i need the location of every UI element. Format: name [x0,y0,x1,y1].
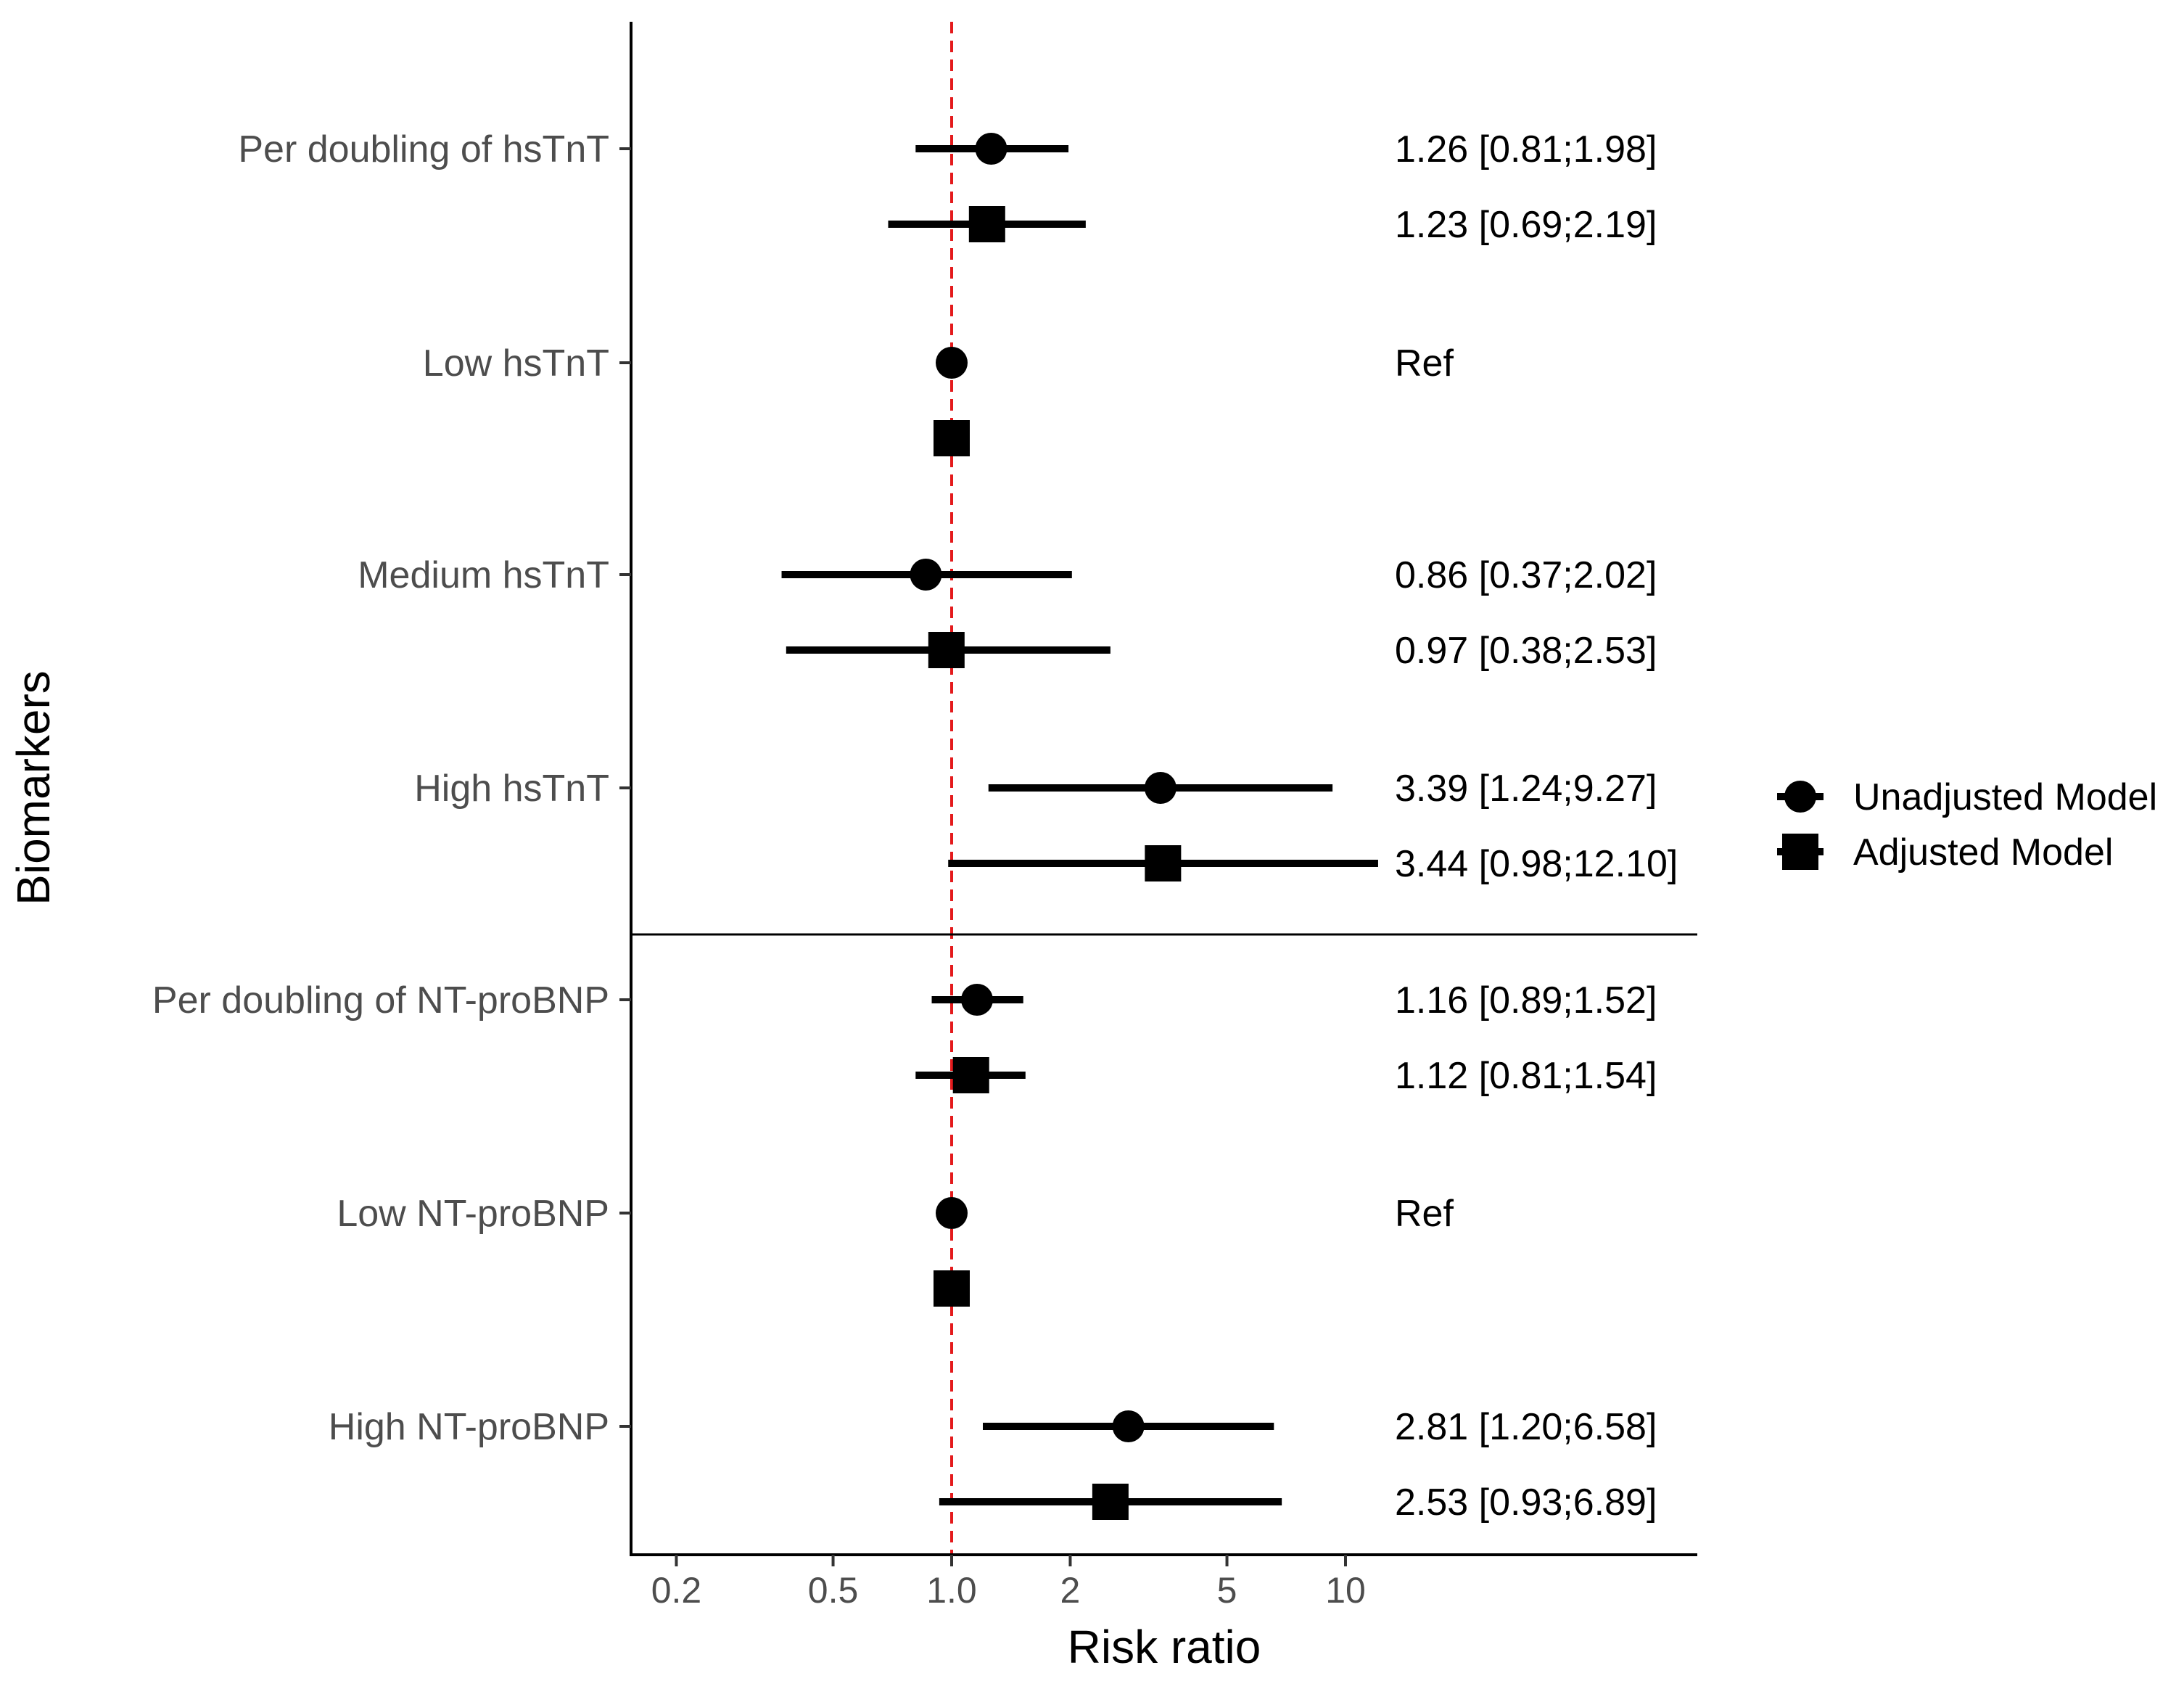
unadjusted-estimate-label: Ref [1395,342,1454,385]
unadjusted-estimate-label: 1.26 [0.81;1.98] [1395,128,1657,170]
category-label: Low hsTnT [423,342,609,385]
y-axis-title: Biomarkers [7,670,59,905]
adjusted-point [1145,845,1182,881]
x-tick-label: 0.5 [808,1570,859,1611]
x-tick-label: 0.2 [651,1570,702,1611]
unadjusted-point [910,559,942,591]
category-label: High hsTnT [414,768,609,810]
unadjusted-estimate-label: 3.39 [1.24;9.27] [1395,768,1657,810]
legend-label: Unadjusted Model [1853,776,2157,818]
x-tick-label: 10 [1325,1570,1366,1611]
category-label: Medium hsTnT [358,554,609,596]
legend-key-square [1782,834,1818,870]
adjusted-point [934,1270,970,1307]
category-label: Low NT-proBNP [337,1193,609,1235]
adjusted-estimate-label: 0.97 [0.38;2.53] [1395,630,1657,672]
adjusted-estimate-label: 2.53 [0.93;6.89] [1395,1481,1657,1524]
adjusted-point [968,206,1005,242]
adjusted-point [934,420,970,456]
x-tick-label: 5 [1217,1570,1237,1611]
adjusted-point [928,632,965,668]
x-tick-label: 1.0 [926,1570,977,1611]
unadjusted-point [936,1197,968,1229]
adjusted-point [1092,1484,1129,1520]
data-marks [781,133,1378,1520]
x-axis-title: Risk ratio [1068,1621,1261,1673]
unadjusted-estimate-label: Ref [1395,1193,1454,1235]
legend-label: Adjusted Model [1853,831,2113,874]
unadjusted-estimate-label: 0.86 [0.37;2.02] [1395,554,1657,596]
adjusted-point [952,1057,989,1093]
unadjusted-estimate-label: 1.16 [0.89;1.52] [1395,979,1657,1022]
unadjusted-point [1112,1410,1145,1442]
unadjusted-point [1144,772,1177,804]
unadjusted-estimate-label: 2.81 [1.20;6.58] [1395,1406,1657,1448]
legend-key-circle [1784,781,1816,813]
axes [619,22,1697,1566]
legend: Unadjusted Model Adjusted Model [1777,776,2157,874]
adjusted-estimate-label: 3.44 [0.98;12.10] [1395,843,1678,885]
x-tick-label: 2 [1060,1570,1081,1611]
category-label: Per doubling of hsTnT [238,128,609,170]
adjusted-estimate-label: 1.12 [0.81;1.54] [1395,1055,1657,1097]
unadjusted-point [936,347,968,379]
labels: 0.2 0.5 1.0 2 5 10 Risk ratio Biomarkers Per dou… [7,128,1678,1673]
unadjusted-point [975,133,1007,165]
adjusted-estimate-label: 1.23 [0.69;2.19] [1395,204,1657,246]
unadjusted-point [961,984,994,1016]
category-label: High NT-proBNP [329,1406,609,1448]
category-label: Per doubling of NT-proBNP [152,979,609,1022]
